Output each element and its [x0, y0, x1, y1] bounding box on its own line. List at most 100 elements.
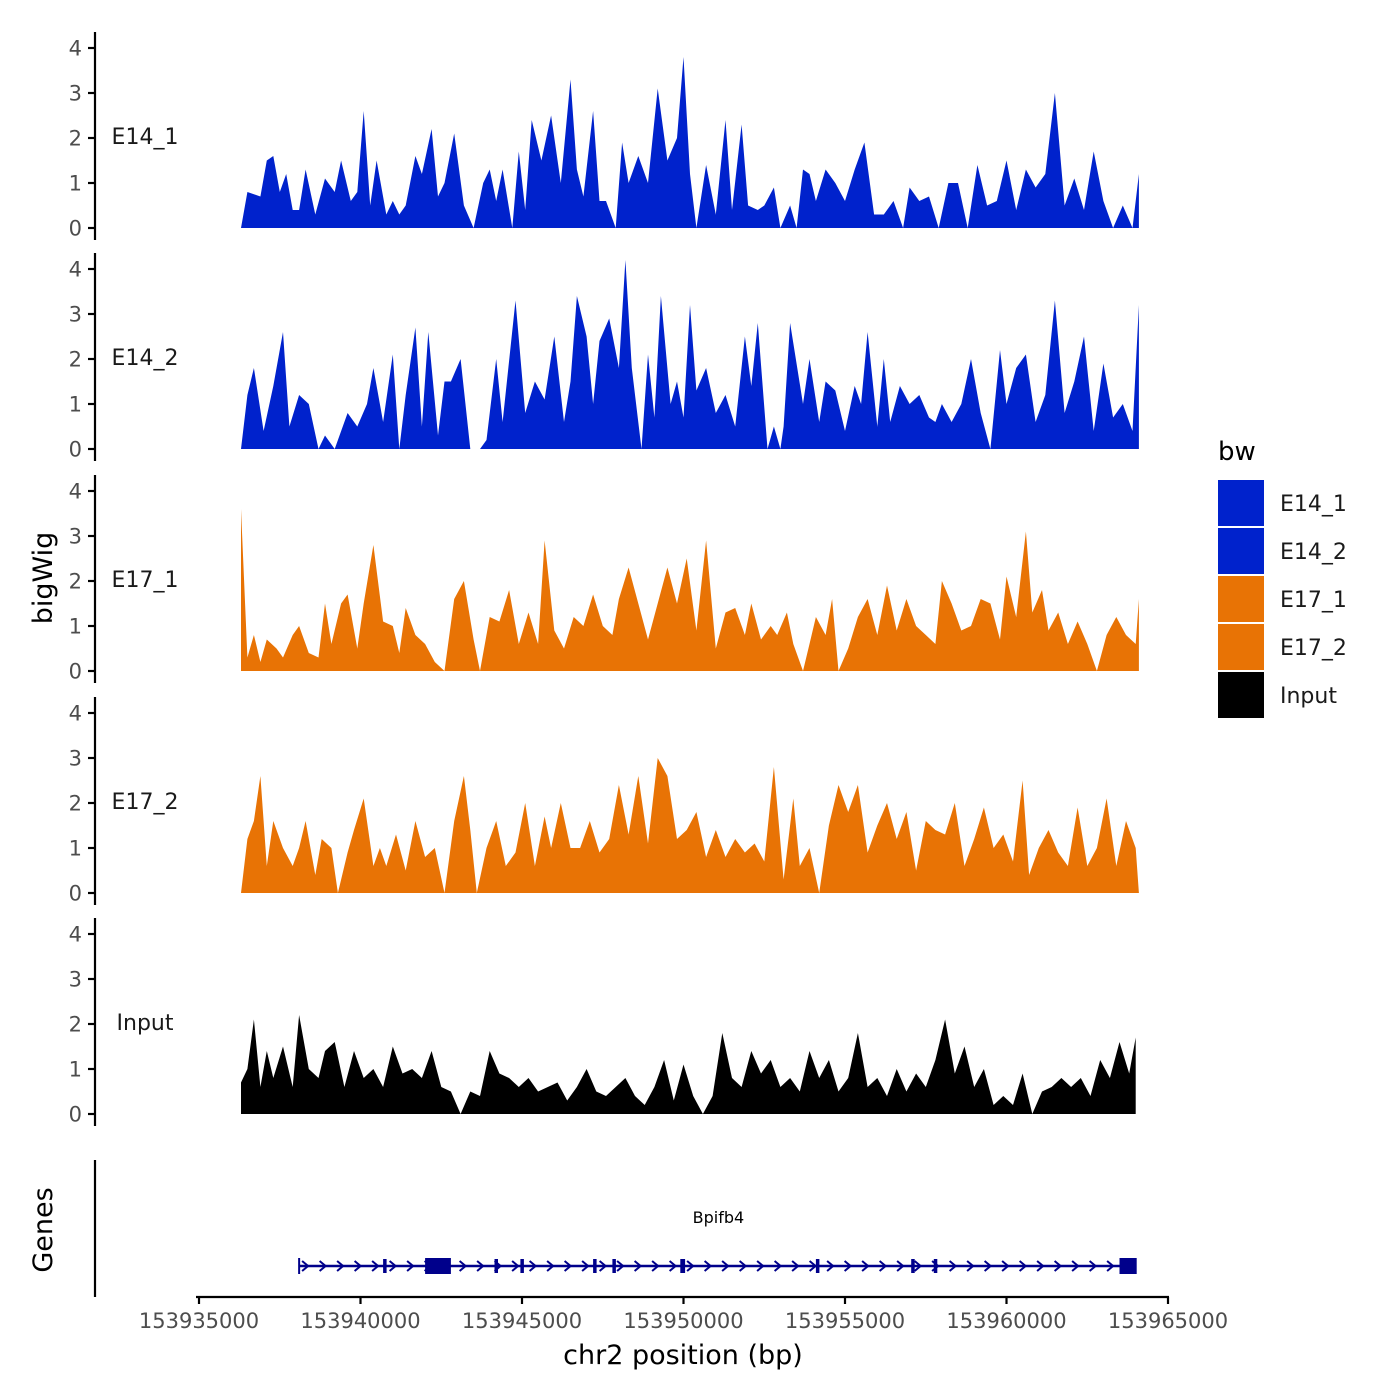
strand-arrow	[983, 1260, 993, 1272]
strand-arrow	[318, 1260, 328, 1272]
x-axis: 153935000 153940000 153945000 153950000 1539…	[139, 1295, 1228, 1333]
track-label: Input	[117, 1011, 174, 1036]
legend-label: E14_2	[1280, 540, 1347, 565]
gene-exon	[612, 1259, 616, 1273]
strand-arrow	[703, 1260, 713, 1272]
gene-panel: Bpifb4	[93, 1160, 1137, 1297]
legend: bw E14_1 E14_2 E17_1 E17_2 Input	[1218, 437, 1347, 718]
x-tick-label: 153960000	[946, 1309, 1066, 1333]
strand-arrow	[826, 1260, 835, 1272]
y-tick-label: 0	[69, 438, 82, 462]
y-tick-label: 3	[69, 747, 82, 771]
strand-arrow	[721, 1260, 730, 1272]
gene-exon	[425, 1258, 451, 1274]
strand-arrow	[861, 1260, 870, 1272]
strand-arrow	[791, 1260, 800, 1272]
x-tick-label: 153935000	[139, 1309, 259, 1333]
y-tick-label: 3	[69, 968, 82, 992]
strand-arrow	[773, 1260, 783, 1272]
y-tick-label: 1	[69, 837, 82, 861]
strand-arrow	[528, 1260, 538, 1272]
coverage-area-E17_2	[241, 758, 1139, 893]
x-tick-label: 153950000	[623, 1309, 743, 1333]
y-tick-label: 4	[69, 923, 82, 947]
y-tick-label: 4	[69, 37, 82, 61]
strand-arrow	[878, 1260, 888, 1272]
y-tick-label: 0	[69, 217, 82, 241]
y-tick-label: 4	[69, 258, 82, 282]
x-tick-label: 153955000	[785, 1309, 905, 1333]
strand-arrow	[1106, 1260, 1115, 1272]
strand-arrow	[371, 1260, 380, 1272]
track-E14_1: 0 1 2 3 4 E14_1	[69, 32, 1139, 241]
strand-arrow	[651, 1260, 660, 1272]
strand-arrow	[738, 1260, 748, 1272]
y-tick-label: 2	[69, 127, 82, 151]
y-tick-label: 1	[69, 393, 82, 417]
y-tick-label: 2	[69, 792, 82, 816]
strand-arrow	[476, 1260, 485, 1272]
strand-arrow	[1088, 1260, 1098, 1272]
track-label: E17_1	[112, 568, 179, 593]
gene-track-title: Genes	[28, 1187, 59, 1272]
track-label: E14_2	[112, 346, 179, 371]
strand-arrow	[756, 1260, 765, 1272]
gene-exon	[815, 1259, 820, 1273]
strand-arrow	[913, 1260, 923, 1272]
strand-arrow	[808, 1260, 818, 1272]
y-tick-label: 3	[69, 82, 82, 106]
y-tick-label: 0	[69, 660, 82, 684]
gene-exon	[383, 1259, 387, 1273]
strand-arrow	[563, 1260, 573, 1272]
track-Input: 0 1 2 3 4 Input	[69, 918, 1136, 1127]
x-tick-label: 153940000	[300, 1309, 420, 1333]
gene-exon	[933, 1259, 938, 1273]
strand-arrow	[843, 1260, 853, 1272]
y-tick-label: 2	[69, 570, 82, 594]
y-tick-label: 4	[69, 702, 82, 726]
legend-label: Input	[1280, 684, 1337, 709]
gene-exon	[1119, 1258, 1136, 1274]
track-label: E14_1	[112, 125, 179, 150]
strand-arrow	[598, 1260, 608, 1272]
y-axis-title: bigWig	[28, 532, 59, 625]
strand-arrow	[406, 1260, 415, 1272]
strand-arrow	[388, 1260, 398, 1272]
x-tick-label: 153945000	[462, 1309, 582, 1333]
gene-exon	[494, 1259, 498, 1273]
strand-arrow	[353, 1260, 363, 1272]
y-tick-label: 1	[69, 1058, 82, 1082]
strand-arrow	[1018, 1260, 1028, 1272]
strand-arrow	[966, 1260, 975, 1272]
gene-exon	[593, 1259, 597, 1273]
coverage-tracks: 0 1 2 3 4 E14_1 0 1 2 3 4 E14_2 0 1 2 3 4 E17_1 0 1 2 3 4 E17_2…	[69, 32, 1139, 1127]
coverage-area-Input	[241, 1015, 1136, 1114]
strand-arrow	[1036, 1260, 1045, 1272]
strand-arrow	[581, 1260, 590, 1272]
strand-arrow	[458, 1260, 468, 1272]
legend-swatch-E14_1	[1218, 480, 1264, 526]
legend-swatch-E17_2	[1218, 624, 1264, 670]
strand-arrow	[948, 1260, 958, 1272]
legend-swatch-Input	[1218, 672, 1264, 718]
coverage-area-E17_1	[241, 509, 1139, 671]
legend-swatch-E14_2	[1218, 528, 1264, 574]
y-tick-label: 1	[69, 615, 82, 639]
strand-arrow	[1001, 1260, 1010, 1272]
gene-exon	[911, 1259, 915, 1273]
strand-arrow	[1071, 1260, 1080, 1272]
x-axis-title: chr2 position (bp)	[563, 1340, 803, 1371]
track-label: E17_2	[112, 790, 179, 815]
y-tick-label: 4	[69, 480, 82, 504]
strand-arrow	[896, 1260, 905, 1272]
legend-label: E17_1	[1280, 588, 1347, 613]
strand-arrow	[301, 1260, 310, 1272]
y-tick-label: 3	[69, 303, 82, 327]
y-tick-label: 0	[69, 882, 82, 906]
track-E17_2: 0 1 2 3 4 E17_2	[69, 697, 1139, 906]
legend-label: E14_1	[1280, 492, 1347, 517]
strand-arrow	[546, 1260, 555, 1272]
gene-exon	[520, 1259, 524, 1273]
y-tick-label: 1	[69, 172, 82, 196]
